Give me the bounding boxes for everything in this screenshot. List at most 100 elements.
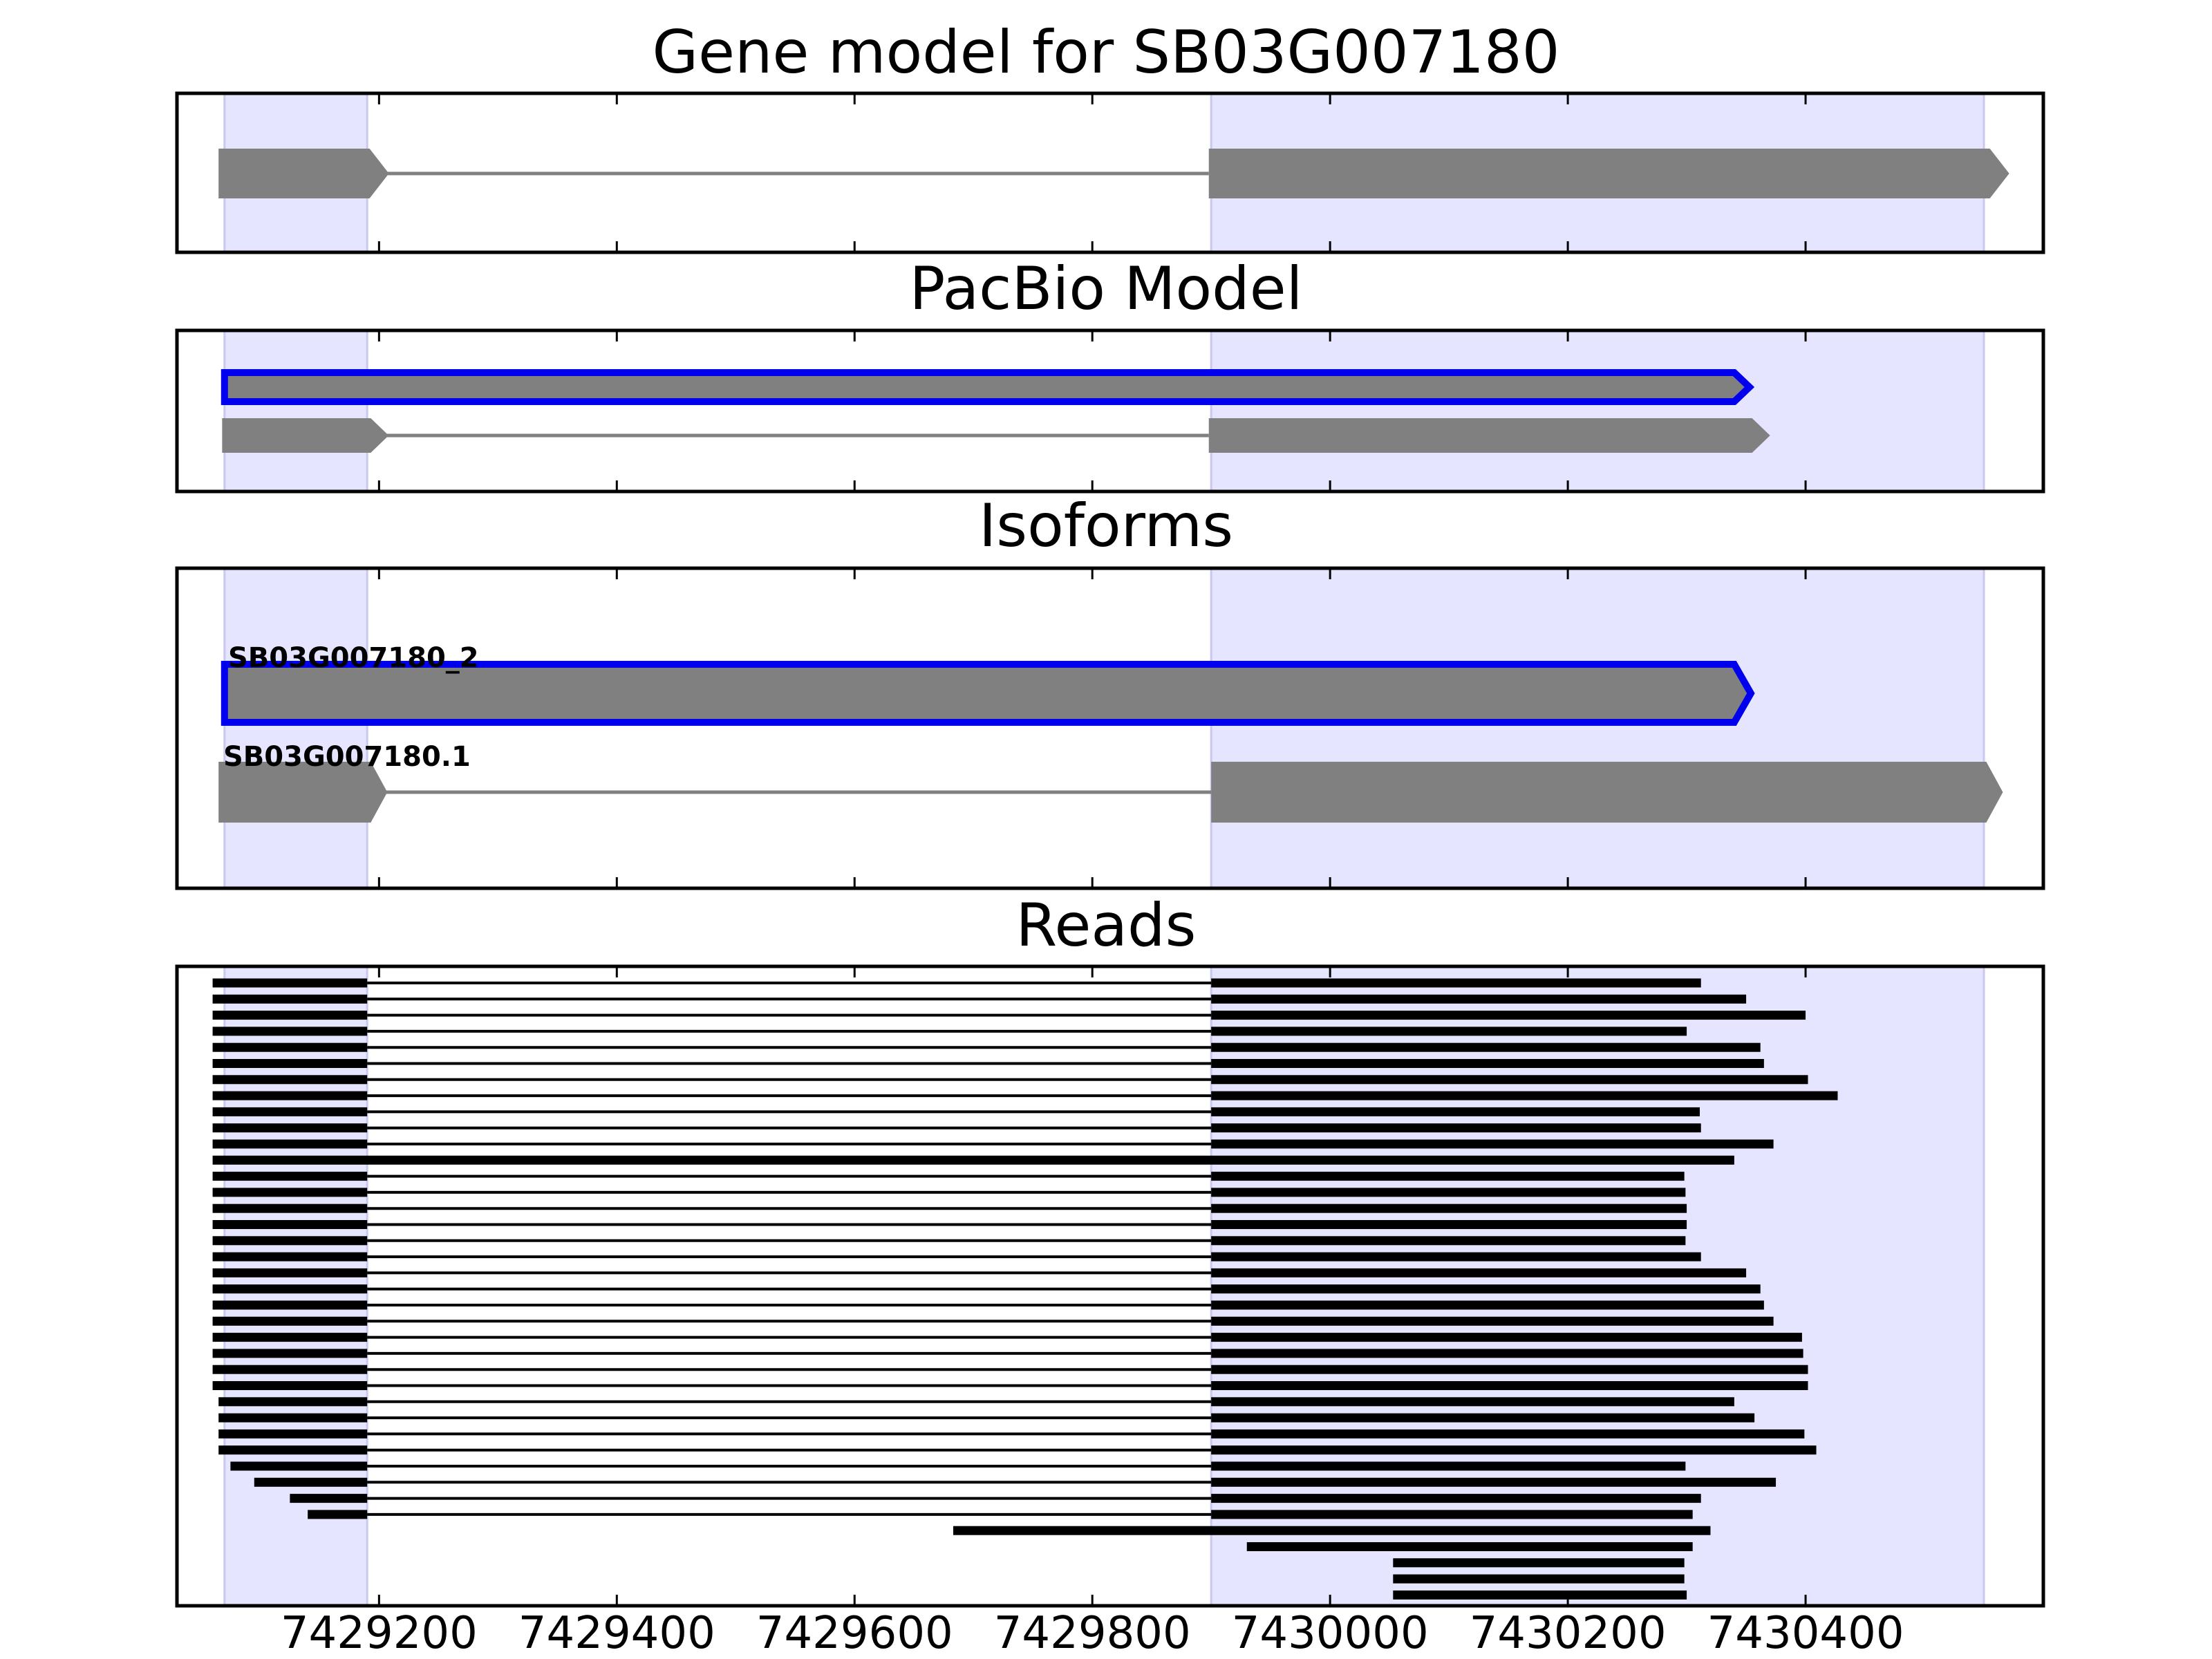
isoform-label-2: SB03G007180.1 <box>223 741 471 773</box>
read <box>218 1397 1734 1407</box>
read <box>290 1494 1701 1503</box>
read-block <box>212 1252 368 1262</box>
read <box>212 1333 1802 1342</box>
exon-region-1 <box>223 567 368 890</box>
read-block <box>1393 1558 1685 1568</box>
read-block <box>1211 1316 1774 1326</box>
gene-model-frame <box>175 91 2045 254</box>
read <box>1393 1558 1685 1568</box>
read-block <box>1211 1059 1764 1068</box>
x-tick-label: 7430200 <box>1470 1608 1667 1659</box>
read-block <box>1211 1027 1687 1036</box>
isoforms-ticks <box>377 568 1807 888</box>
pacbio-model-tracks <box>221 369 1770 453</box>
read <box>218 1429 1805 1438</box>
read-block <box>218 1413 368 1423</box>
reads-panel: Reads <box>175 891 2045 1608</box>
reads-frame <box>175 964 2045 1608</box>
exon-region-2 <box>1210 567 1985 890</box>
read-block <box>1211 1268 1747 1277</box>
read <box>1393 1574 1685 1584</box>
read-block <box>1211 1203 1687 1213</box>
exon-region-1 <box>223 329 368 493</box>
read-block <box>1211 1333 1802 1342</box>
exon-block <box>218 149 389 198</box>
read-block <box>308 1510 368 1519</box>
read-block <box>212 1059 368 1068</box>
read-block <box>1211 1091 1838 1100</box>
read <box>953 1526 1711 1535</box>
read <box>212 1155 1734 1165</box>
read <box>212 1123 1701 1133</box>
read-block <box>1393 1590 1687 1600</box>
read-block <box>1211 1042 1761 1052</box>
isoforms-tracks <box>218 661 2003 823</box>
read-block <box>1211 1284 1761 1294</box>
pacbio-model-ticks <box>377 330 1807 491</box>
read-block <box>212 1203 368 1213</box>
read-block <box>1211 1123 1701 1133</box>
read-block <box>212 978 368 988</box>
pacbio-model-frame <box>175 328 2045 494</box>
exon-region-2 <box>1210 329 1985 493</box>
x-tick-label: 7430000 <box>1232 1608 1429 1659</box>
read-block <box>212 1011 368 1020</box>
read <box>212 1059 1764 1068</box>
read-block <box>1211 994 1747 1004</box>
read <box>212 1268 1747 1277</box>
read-block <box>953 1526 1711 1535</box>
pacbio-model-panel: PacBio Model <box>175 254 2045 494</box>
read <box>254 1477 1777 1487</box>
read-block <box>212 1188 368 1197</box>
read-block <box>212 1091 368 1100</box>
read-block <box>212 1027 368 1036</box>
read <box>212 1349 1803 1358</box>
read-block <box>212 1268 368 1277</box>
read <box>230 1461 1686 1471</box>
read <box>218 1413 1755 1423</box>
read-block <box>212 1220 368 1229</box>
read-block <box>1211 1139 1774 1149</box>
read <box>212 1316 1774 1326</box>
read-block <box>212 1155 1734 1165</box>
exon-block <box>218 762 388 823</box>
read <box>212 1091 1838 1100</box>
gene-model-tracks <box>218 149 2009 198</box>
read <box>218 1445 1817 1455</box>
x-axis-tick-labels: 7429200 7429400 7429600 7429800 7430000 74302… <box>281 1608 1904 1659</box>
exon-block <box>1211 762 2003 823</box>
gene-model-panel: Gene model for SB03G007180 <box>175 18 2045 254</box>
read-block <box>254 1477 368 1487</box>
read-block <box>1211 1188 1686 1197</box>
isoforms-panel: Isoforms SB03G007180_2 SB03G007180.1 <box>175 491 2045 890</box>
read <box>212 1236 1686 1246</box>
gene-model-title: Gene model for SB03G007180 <box>653 18 1560 87</box>
x-tick-label: 7429400 <box>518 1608 715 1659</box>
read-block <box>212 1381 368 1390</box>
x-tick-label: 7429200 <box>281 1608 478 1659</box>
isoforms-exon-regions <box>223 567 1985 890</box>
read-block <box>218 1445 368 1455</box>
read-block <box>212 1139 368 1149</box>
read <box>212 1027 1687 1036</box>
exon-block <box>1208 418 1770 453</box>
read-block <box>212 1042 368 1052</box>
read-block <box>290 1494 368 1503</box>
x-tick-label: 7430400 <box>1707 1608 1904 1659</box>
read <box>212 978 1701 988</box>
read-block <box>1211 1365 1808 1374</box>
read-block <box>212 994 368 1004</box>
read <box>1246 1542 1693 1551</box>
read-block <box>1211 1429 1805 1438</box>
read <box>308 1510 1693 1519</box>
read <box>212 1284 1761 1294</box>
read <box>212 1011 1806 1020</box>
read <box>212 1381 1808 1390</box>
read-block <box>1211 1510 1693 1519</box>
read-block <box>1211 1011 1806 1020</box>
read-block <box>212 1284 368 1294</box>
read-block <box>1211 1107 1700 1116</box>
isoforms-frame <box>175 566 2045 890</box>
x-tick-label: 7429600 <box>756 1608 953 1659</box>
read <box>212 1172 1685 1181</box>
